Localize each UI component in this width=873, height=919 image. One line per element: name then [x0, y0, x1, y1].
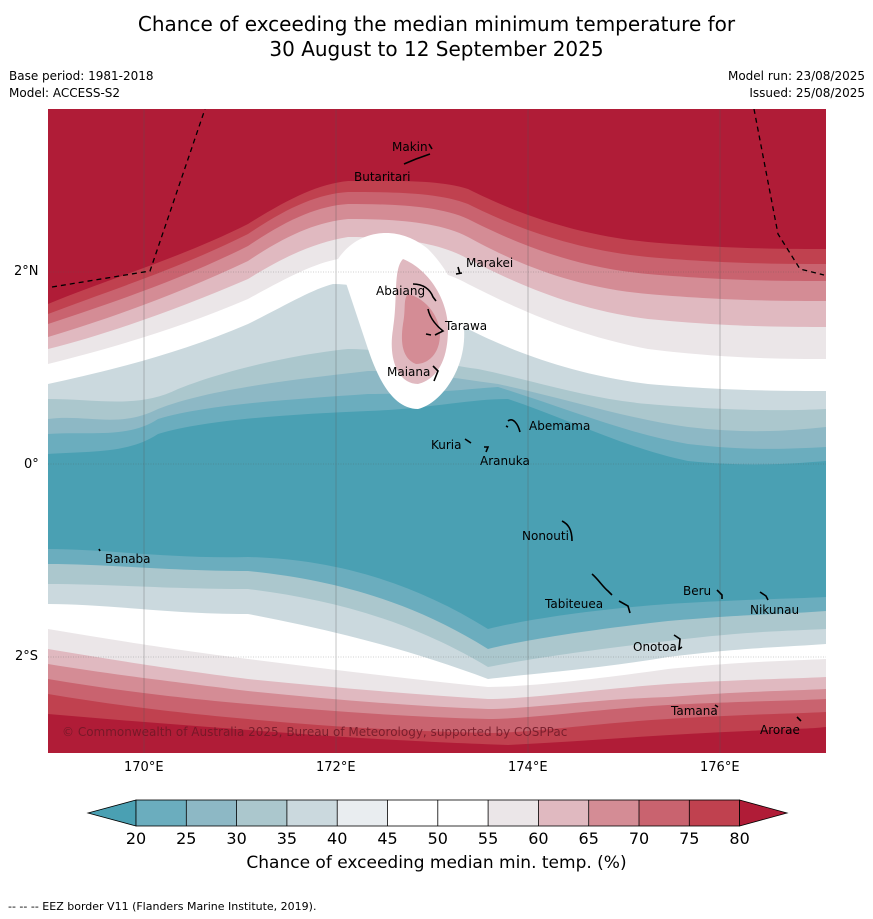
colorbar-tick: 20 — [126, 829, 146, 848]
colorbar-tick: 40 — [327, 829, 347, 848]
colorbar-bin — [136, 800, 187, 826]
island-label: Kuria — [431, 438, 462, 452]
island-label: Tarawa — [444, 319, 487, 333]
colorbar-bin — [337, 800, 388, 826]
colorbar-tick: 80 — [729, 829, 749, 848]
colorbar-tick: 35 — [277, 829, 297, 848]
meta-left: Base period: 1981-2018 Model: ACCESS-S2 — [9, 68, 154, 102]
probability-map: Makin Butaritari Marakei Abaiang Tarawa … — [48, 109, 826, 753]
colorbar: 20 25 30 35 40 45 50 55 60 65 70 75 80 — [86, 799, 789, 848]
copyright-notice: © Commonwealth of Australia 2025, Bureau… — [62, 725, 567, 739]
chart-title: Chance of exceeding the median minimum t… — [0, 12, 873, 62]
colorbar-bin — [286, 800, 338, 826]
colorbar-tick: 55 — [478, 829, 498, 848]
band-south-80 — [48, 714, 826, 753]
colorbar-tick: 70 — [629, 829, 649, 848]
colorbar-bin — [588, 800, 639, 826]
model-run: Model run: 23/08/2025 — [727, 69, 865, 83]
meta-right: Model run: 23/08/2025 Issued: 25/08/2025 — [728, 68, 865, 102]
colorbar-bin — [437, 800, 489, 826]
colorbar-tick: 50 — [428, 829, 448, 848]
title-line-1: Chance of exceeding the median minimum t… — [137, 12, 736, 36]
colorbar-bin — [387, 800, 438, 826]
colorbar-bin — [236, 800, 287, 826]
colorbar-tick: 75 — [679, 829, 699, 848]
lat-label: 0° — [24, 457, 39, 472]
colorbar-arrow-high — [739, 799, 789, 827]
lon-label: 176°E — [700, 760, 740, 775]
lon-label: 174°E — [508, 760, 548, 775]
title-line-2: 30 August to 12 September 2025 — [269, 37, 604, 61]
island-label: Nonouti — [522, 529, 569, 543]
island-label: Tamana — [670, 704, 718, 718]
colorbar-tick: 25 — [176, 829, 196, 848]
colorbar-tick: 60 — [528, 829, 548, 848]
colorbar-bin — [488, 800, 539, 826]
colorbar-bin — [186, 800, 237, 826]
island-label: Beru — [683, 584, 711, 598]
island-outlines — [98, 143, 802, 722]
island-label: Maiana — [387, 365, 430, 379]
island-label: Aranuka — [480, 454, 530, 468]
colorbar-arrow-low — [86, 799, 137, 827]
colorbar-tick: 45 — [377, 829, 397, 848]
island-label: Marakei — [466, 256, 513, 270]
eez-border — [51, 109, 825, 288]
lon-label: 172°E — [316, 760, 356, 775]
issued-date: Issued: 25/08/2025 — [749, 86, 865, 100]
island-labels: Makin Butaritari Marakei Abaiang Tarawa … — [105, 140, 800, 737]
colorbar-bin — [538, 800, 589, 826]
island-label: Abaiang — [376, 284, 425, 298]
graticule — [48, 109, 826, 753]
tarawa-bulge-65 — [401, 294, 440, 364]
island-label: Banaba — [105, 552, 151, 566]
colorbar-tick: 65 — [579, 829, 599, 848]
island-label: Tabiteuea — [544, 597, 603, 611]
colorbar-tick: 30 — [226, 829, 246, 848]
colorbar-bin — [689, 800, 740, 826]
island-label: Nikunau — [750, 603, 799, 617]
lat-label: 2°S — [15, 649, 39, 664]
island-label: Makin — [392, 140, 428, 154]
island-label: Butaritari — [354, 170, 411, 184]
colorbar-title: Chance of exceeding median min. temp. (%… — [246, 853, 627, 873]
island-label: Onotoa — [633, 640, 677, 654]
model-name: Model: ACCESS-S2 — [9, 86, 121, 100]
lon-label: 170°E — [124, 760, 164, 775]
base-period: Base period: 1981-2018 — [9, 69, 154, 83]
island-label: Arorae — [760, 723, 800, 737]
footnote: -- -- -- EEZ border V11 (Flanders Marine… — [8, 900, 317, 913]
colorbar-bin — [639, 800, 690, 826]
lat-label: 2°N — [14, 264, 39, 279]
island-label: Abemama — [529, 419, 590, 433]
